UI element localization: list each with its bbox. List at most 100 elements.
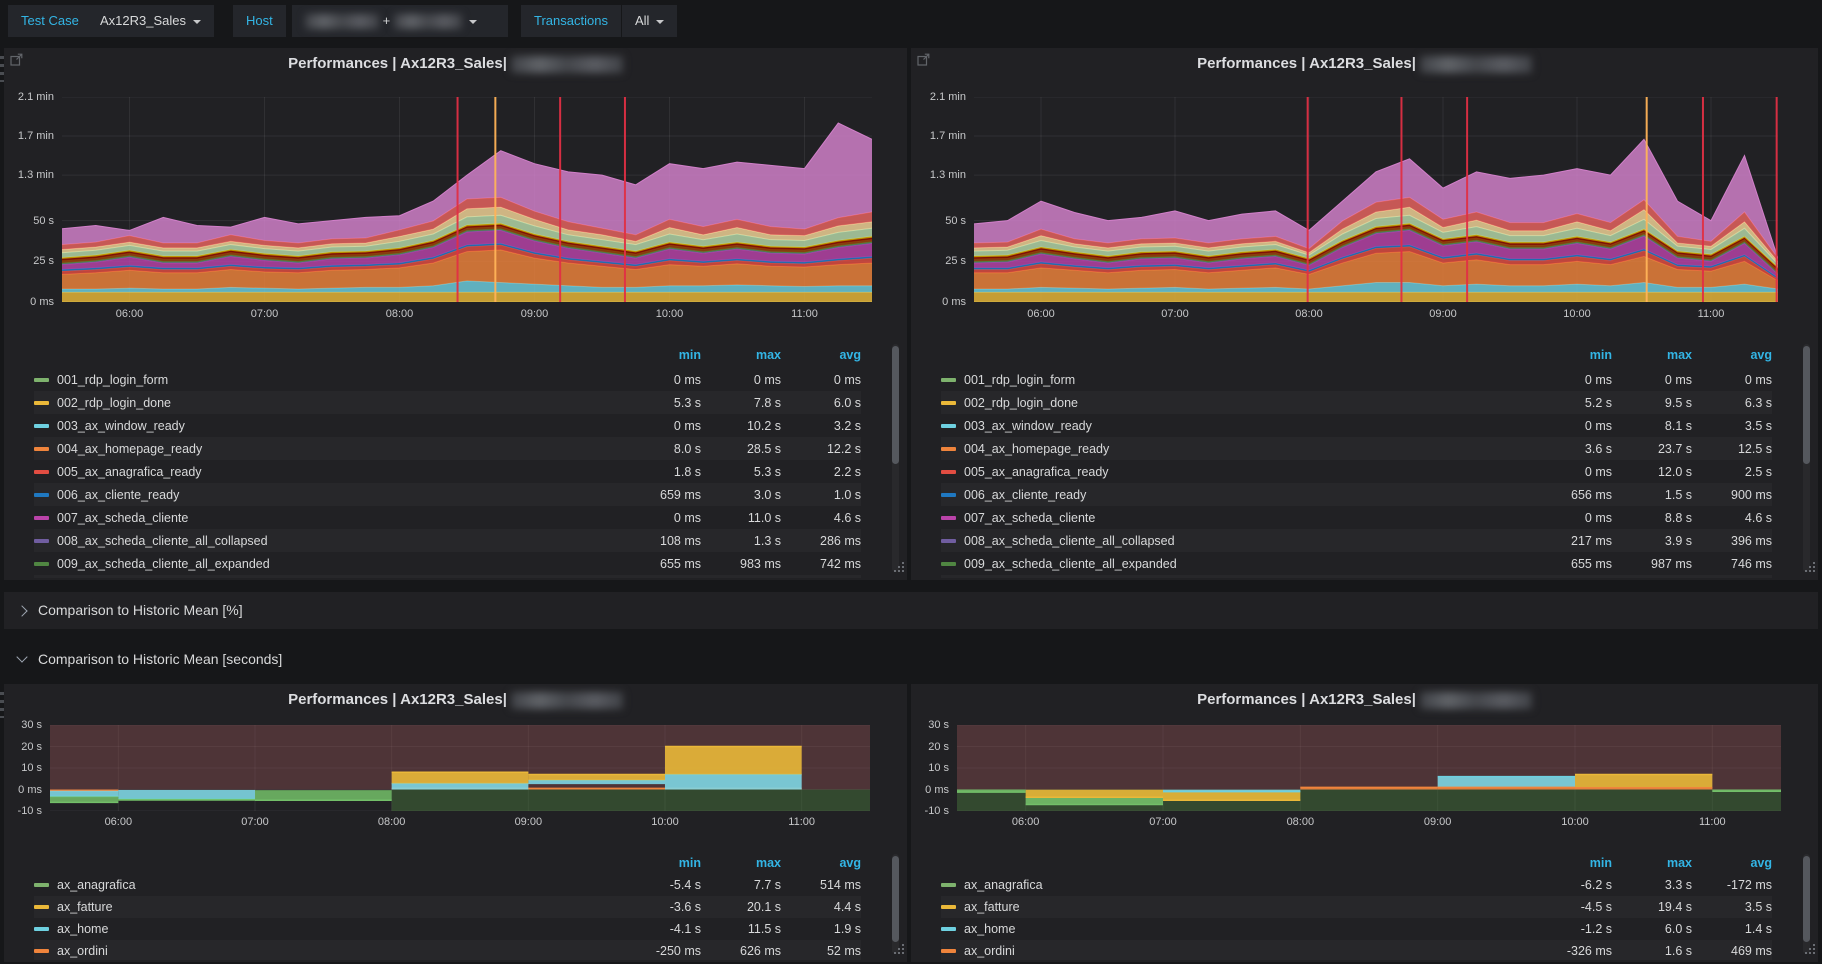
series-name[interactable]: 004_ax_homepage_ready — [941, 442, 1532, 456]
panel-comparison-bottom-right: Performances | Ax12R3_Sales| 30 s 20 s 10 s… — [911, 684, 1818, 962]
series-color-swatch[interactable] — [34, 377, 49, 382]
panel-title[interactable]: Performances | Ax12R3_Sales| — [911, 55, 1818, 73]
legend-sort-avg[interactable]: avg — [1750, 856, 1772, 870]
series-color-swatch[interactable] — [941, 538, 956, 543]
series-name[interactable]: ax_ordini — [941, 944, 1532, 958]
panel-resize-handle[interactable] — [893, 942, 905, 960]
panel-resize-handle[interactable] — [1804, 942, 1816, 960]
scrollbar-thumb[interactable] — [892, 856, 899, 942]
scrollbar-thumb[interactable] — [1803, 856, 1810, 942]
series-color-swatch[interactable] — [941, 883, 956, 887]
legend-scrollbar[interactable] — [892, 854, 899, 954]
series-name[interactable]: 003_ax_window_ready — [34, 419, 621, 433]
series-color-swatch[interactable] — [34, 469, 49, 474]
legend-scrollbar[interactable] — [1803, 854, 1810, 954]
series-color-swatch[interactable] — [34, 561, 49, 566]
test-case-select[interactable]: Ax12R3_Sales — [87, 5, 214, 37]
series-name[interactable]: 004_ax_homepage_ready — [34, 442, 621, 456]
timeseries-plot[interactable] — [973, 96, 1779, 303]
scrollbar-thumb[interactable] — [1803, 346, 1810, 464]
series-name[interactable]: ax_home — [941, 922, 1532, 936]
legend-sort-max[interactable]: max — [1666, 348, 1692, 362]
legend-sort-avg[interactable]: avg — [839, 348, 861, 362]
series-color-swatch[interactable] — [941, 377, 956, 382]
scrollbar-thumb[interactable] — [892, 346, 899, 464]
series-color-swatch[interactable] — [34, 538, 49, 543]
test-case-label: Test Case — [8, 5, 92, 37]
series-name[interactable]: ax_anagrafica — [34, 878, 621, 892]
series-color-swatch[interactable] — [34, 905, 49, 909]
series-color-swatch[interactable] — [941, 400, 956, 405]
series-color-swatch[interactable] — [941, 905, 956, 909]
series-color-swatch[interactable] — [34, 400, 49, 405]
series-name[interactable]: 003_ax_window_ready — [941, 419, 1532, 433]
series-name[interactable]: 007_ax_scheda_cliente — [941, 511, 1532, 525]
y-axis-tick: 30 s — [21, 719, 42, 731]
series-color-swatch[interactable] — [34, 423, 49, 428]
series-name[interactable]: 008_ax_scheda_cliente_all_collapsed — [34, 534, 621, 548]
series-color-swatch[interactable] — [941, 927, 956, 931]
series-color-swatch[interactable] — [34, 883, 49, 887]
panel-resize-handle[interactable] — [893, 560, 905, 578]
series-color-swatch[interactable] — [941, 423, 956, 428]
series-name[interactable]: ax_fatture — [34, 900, 621, 914]
series-name[interactable]: 009_ax_scheda_cliente_all_expanded — [34, 557, 621, 571]
series-color-swatch[interactable] — [941, 469, 956, 474]
external-link-icon[interactable] — [917, 53, 930, 71]
series-name[interactable]: 009_ax_scheda_cliente_all_expanded — [941, 557, 1532, 571]
timeseries-plot[interactable] — [50, 724, 870, 812]
series-color-swatch[interactable] — [941, 561, 956, 566]
panel-title[interactable]: Performances | Ax12R3_Sales| — [911, 691, 1818, 709]
legend-scrollbar[interactable] — [1803, 344, 1810, 572]
row-drag-handle[interactable] — [0, 692, 4, 718]
series-color-swatch[interactable] — [34, 492, 49, 497]
redacted-title-segment — [510, 55, 623, 73]
legend-sort-min[interactable]: min — [1589, 348, 1612, 362]
series-name[interactable]: 005_ax_anagrafica_ready — [941, 465, 1532, 479]
series-name[interactable]: 001_rdp_login_form — [941, 373, 1532, 387]
panel-title[interactable]: Performances | Ax12R3_Sales| — [4, 55, 907, 73]
legend-sort-min[interactable]: min — [1589, 856, 1612, 870]
series-color-swatch[interactable] — [34, 515, 49, 520]
legend-sort-max[interactable]: max — [755, 856, 781, 870]
series-color-swatch[interactable] — [941, 515, 956, 520]
row-comparison-percent[interactable]: Comparison to Historic Mean [%] — [4, 592, 1818, 629]
legend-sort-min[interactable]: min — [678, 856, 701, 870]
series-name[interactable]: 001_rdp_login_form — [34, 373, 621, 387]
series-color-swatch[interactable] — [941, 492, 956, 497]
legend-row: ax_anagrafica -5.4 s 7.7 s 514 ms — [34, 874, 861, 896]
series-color-swatch[interactable] — [941, 446, 956, 451]
series-name[interactable]: ax_home — [34, 922, 621, 936]
legend-sort-max[interactable]: max — [1666, 856, 1692, 870]
series-color-swatch[interactable] — [34, 446, 49, 451]
legend-scrollbar[interactable] — [892, 344, 899, 572]
series-name[interactable]: 008_ax_scheda_cliente_all_collapsed — [941, 534, 1532, 548]
series-name[interactable]: 007_ax_scheda_cliente — [34, 511, 621, 525]
series-color-swatch[interactable] — [941, 949, 956, 953]
legend-sort-max[interactable]: max — [755, 348, 781, 362]
series-color-swatch[interactable] — [34, 927, 49, 931]
legend-sort-min[interactable]: min — [678, 348, 701, 362]
series-name[interactable]: 005_ax_anagrafica_ready — [34, 465, 621, 479]
external-link-icon[interactable] — [10, 53, 23, 71]
timeseries-plot[interactable] — [957, 724, 1781, 812]
transactions-select[interactable]: All — [622, 5, 678, 37]
row-comparison-seconds[interactable]: Comparison to Historic Mean [seconds] — [4, 644, 282, 674]
series-name[interactable]: 006_ax_cliente_ready — [34, 488, 621, 502]
series-name[interactable]: ax_fatture — [941, 900, 1532, 914]
series-name[interactable]: 002_rdp_login_done — [34, 396, 621, 410]
series-name[interactable]: 006_ax_cliente_ready — [941, 488, 1532, 502]
series-name[interactable]: ax_ordini — [34, 944, 621, 958]
row-drag-handle[interactable] — [0, 56, 4, 82]
legend-sort-avg[interactable]: avg — [1750, 348, 1772, 362]
legend-sort-avg[interactable]: avg — [839, 856, 861, 870]
y-axis-tick: 25 s — [945, 255, 966, 268]
series-max-value: 8.8 s — [1664, 510, 1692, 525]
timeseries-plot[interactable] — [61, 96, 873, 303]
series-name[interactable]: ax_anagrafica — [941, 878, 1532, 892]
panel-title[interactable]: Performances | Ax12R3_Sales| — [4, 691, 907, 709]
host-select[interactable]: + — [292, 5, 508, 37]
panel-resize-handle[interactable] — [1804, 560, 1816, 578]
series-color-swatch[interactable] — [34, 949, 49, 953]
series-name[interactable]: 002_rdp_login_done — [941, 396, 1532, 410]
